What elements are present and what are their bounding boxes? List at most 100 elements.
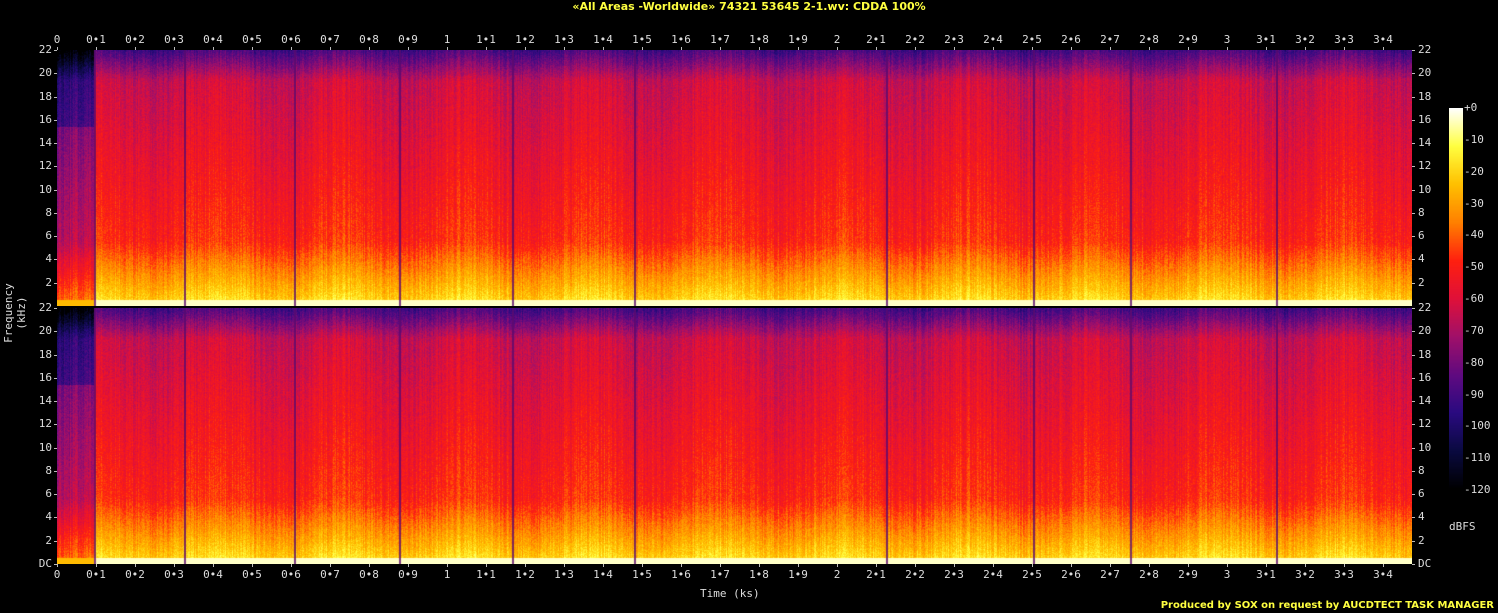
x-tick [954, 564, 955, 567]
y-tick-label-left: 2 [45, 275, 52, 289]
x-tick [1227, 564, 1228, 567]
y-tick [1412, 331, 1415, 333]
x-tick [369, 564, 370, 567]
y-tick-label-left: 8 [45, 463, 52, 477]
colorbar [1449, 108, 1463, 490]
x-tick-label-bottom: 2•6 [1061, 568, 1081, 581]
x-tick [1188, 47, 1189, 50]
x-tick [57, 47, 58, 50]
x-tick-label-bottom: 1•7 [710, 568, 730, 581]
x-tick-label-bottom: 1 [443, 568, 451, 581]
x-tick [1032, 47, 1033, 50]
x-tick [915, 47, 916, 50]
x-tick-label-top: 1 [443, 33, 451, 46]
y-tick [54, 564, 57, 565]
x-tick [96, 564, 97, 567]
colorbar-tick-label: -110 [1464, 451, 1491, 465]
y-tick [1412, 470, 1415, 472]
x-tick [837, 47, 838, 50]
y-tick [54, 354, 57, 356]
x-tick [96, 47, 97, 50]
x-tick-label-top: 2•4 [983, 33, 1003, 46]
y-tick [54, 50, 57, 51]
x-tick [1266, 564, 1267, 567]
y-tick [1412, 166, 1415, 168]
x-tick-label-top: 0 [53, 33, 61, 46]
y-tick [1412, 212, 1415, 214]
y-tick-label-right: 10 [1418, 182, 1432, 196]
x-tick [213, 47, 214, 50]
x-tick [252, 564, 253, 567]
x-tick-label-top: 3 [1223, 33, 1231, 46]
x-tick [1149, 564, 1150, 567]
x-tick [642, 564, 643, 567]
spectrogram-channel-1 [57, 50, 1412, 306]
x-tick-label-bottom: 0•6 [281, 568, 301, 581]
y-tick [54, 166, 57, 168]
x-tick [291, 564, 292, 567]
x-tick-label-bottom: 2•7 [1100, 568, 1120, 581]
colorbar-tick-label: -80 [1464, 355, 1484, 369]
y-tick-label-left: 16 [38, 112, 52, 126]
x-tick [525, 564, 526, 567]
x-axis-label: Time (ks) [700, 587, 760, 600]
y-tick-label-right: 22 [1418, 301, 1432, 314]
x-tick-label-top: 2 [833, 33, 841, 46]
x-tick-label-top: 1•4 [593, 33, 613, 46]
x-tick-label-bottom: 2•1 [866, 568, 886, 581]
x-tick [954, 47, 955, 50]
x-tick [1344, 564, 1345, 567]
y-tick-label-left: 14 [38, 136, 52, 150]
y-tick-label-left: 22 [38, 301, 52, 314]
y-tick [54, 470, 57, 472]
x-tick [252, 47, 253, 50]
x-tick-label-top: 1•8 [749, 33, 769, 46]
y-tick-label-right: DC [1418, 557, 1432, 570]
x-tick [837, 564, 838, 567]
y-tick [1412, 401, 1415, 403]
x-tick [174, 564, 175, 567]
y-tick [54, 494, 57, 496]
x-tick [330, 564, 331, 567]
y-tick-label-left: 2 [45, 533, 52, 547]
y-tick [1412, 517, 1415, 519]
chart-title: «All Areas -Worldwide» 74321 53645 2-1.w… [572, 0, 926, 13]
x-tick-label-bottom: 1•1 [476, 568, 496, 581]
x-tick-label-bottom: 0•7 [320, 568, 340, 581]
x-tick [720, 47, 721, 50]
x-tick-label-bottom: 3•3 [1334, 568, 1354, 581]
y-tick-label-left: 12 [38, 159, 52, 173]
x-tick-label-bottom: 1•6 [671, 568, 691, 581]
y-tick-label-left: 20 [38, 324, 52, 338]
x-tick-label-bottom: 0•3 [164, 568, 184, 581]
x-tick [564, 564, 565, 567]
x-tick [330, 47, 331, 50]
x-tick [1071, 564, 1072, 567]
y-tick-label-right: 18 [1418, 89, 1432, 103]
x-tick [1032, 564, 1033, 567]
x-tick [798, 47, 799, 50]
x-tick-label-top: 0•1 [86, 33, 106, 46]
x-tick-label-top: 0•3 [164, 33, 184, 46]
x-tick [993, 47, 994, 50]
y-tick [1412, 564, 1415, 565]
x-tick-label-top: 2•3 [944, 33, 964, 46]
y-tick [54, 143, 57, 145]
x-tick [213, 564, 214, 567]
y-tick [54, 189, 57, 191]
colorbar-tick-label: -50 [1464, 260, 1484, 274]
x-tick-label-top: 1•6 [671, 33, 691, 46]
colorbar-tick-label: +0 [1464, 101, 1478, 114]
x-tick [1188, 564, 1189, 567]
x-tick-label-top: 3•1 [1256, 33, 1276, 46]
x-tick-label-top: 2•8 [1139, 33, 1159, 46]
x-tick [1383, 564, 1384, 567]
x-tick [486, 47, 487, 50]
y-tick-label-left: 6 [45, 229, 52, 243]
x-tick-label-top: 2•2 [905, 33, 925, 46]
x-tick [57, 564, 58, 567]
y-tick [1412, 447, 1415, 449]
x-tick [1305, 47, 1306, 50]
y-tick [1412, 259, 1415, 261]
x-tick-label-top: 2•1 [866, 33, 886, 46]
